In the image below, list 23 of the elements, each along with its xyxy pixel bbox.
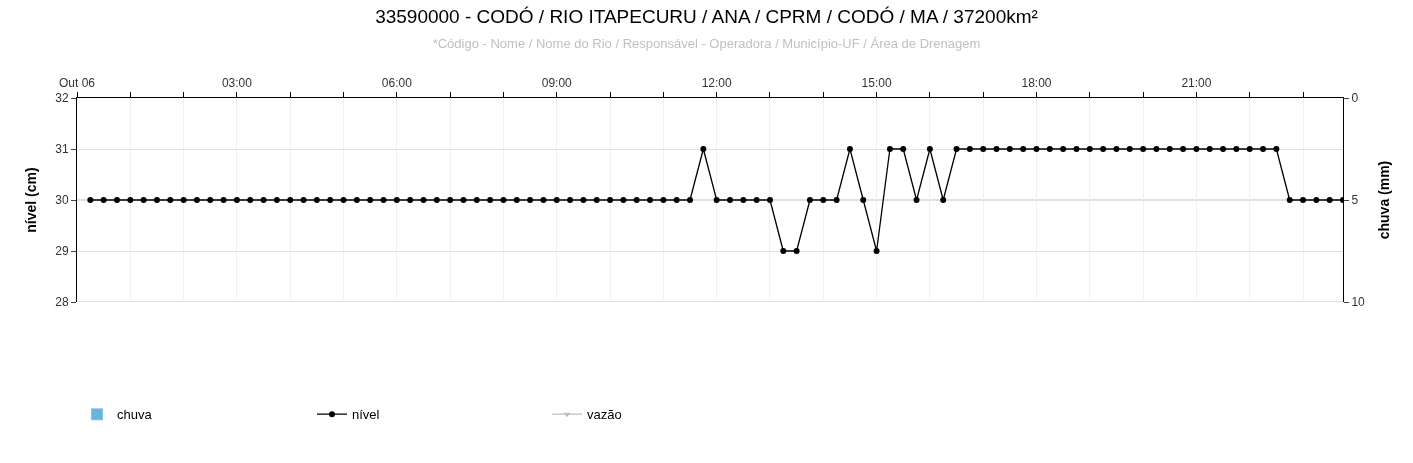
- y-tick-label: 32: [55, 91, 69, 106]
- y-tick-label: 31: [55, 142, 69, 157]
- y-tick-label: 30: [55, 193, 69, 208]
- y2-tick-label: 0: [1351, 91, 1359, 106]
- legend-label: nível: [352, 407, 380, 423]
- x-tick-label: 21:00: [1181, 76, 1212, 91]
- x-tick-label: 06:00: [381, 76, 413, 91]
- x-tick-label: 12:00: [701, 76, 732, 91]
- chart-subtitle: *Código - Nome / Nome do Rio / Responsável - Operadora / Município-UF / Área de Drenagem: [432, 35, 981, 51]
- legend-label: chuva: [117, 407, 153, 423]
- legend-label: vazão: [587, 407, 622, 423]
- x-tick-label: 09:00: [541, 76, 573, 91]
- y2-axis-title: chuva (mm): [1376, 160, 1393, 240]
- y-tick-label: 28: [55, 295, 69, 310]
- y2-tick-label: 10: [1351, 295, 1366, 310]
- y-axis-title: nível (cm): [22, 167, 39, 233]
- x-tick-label: 15:00: [861, 76, 892, 91]
- x-tick-label: 18:00: [1021, 76, 1052, 91]
- x-tick-label: 03:00: [221, 76, 253, 91]
- chart-title: 33590000 - CODÓ / RIO ITAPECURU / ANA / CPRM / CODÓ / MA / 37200km²: [375, 6, 1038, 28]
- y-tick-label: 29: [55, 244, 69, 259]
- x-tick-label: Out 06: [58, 76, 96, 91]
- y2-tick-label: 5: [1351, 193, 1359, 208]
